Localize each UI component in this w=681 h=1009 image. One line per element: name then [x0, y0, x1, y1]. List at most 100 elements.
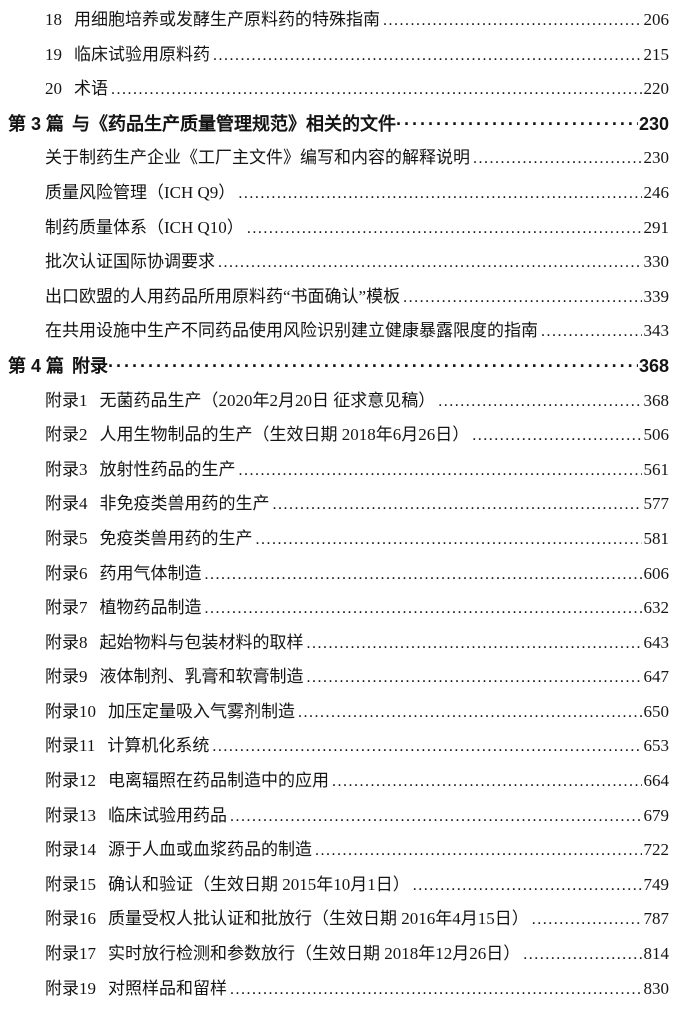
toc-entry-title: 出口欧盟的人用药品所用原料药“书面确认”模板	[45, 286, 401, 306]
dot-leader	[298, 695, 642, 731]
toc-page-number: 581	[643, 528, 670, 548]
toc-page-number: 632	[643, 598, 670, 618]
toc-part-number: 第 3 篇	[8, 113, 65, 134]
toc-entry-title: 实时放行检测和参数放行（生效日期 2018年12月26日）	[108, 944, 521, 964]
toc-entry-number: 附录15	[45, 874, 96, 894]
toc-page-number: 206	[643, 10, 670, 29]
toc-entry-number: 附录3	[45, 459, 88, 479]
dot-leader	[413, 868, 642, 904]
toc-page-number: 230	[643, 148, 670, 168]
toc-entry-number: 附录12	[45, 771, 96, 791]
toc-entry-title: 临床试验用药品	[108, 805, 227, 825]
dot-leader	[230, 799, 642, 835]
toc-entry-number: 19	[45, 44, 62, 64]
dot-leader	[256, 522, 642, 558]
toc-page-number: 749	[643, 874, 670, 894]
toc-page-number: 368	[643, 390, 670, 410]
toc-entry: 19 临床试验用原料药 215	[8, 38, 669, 73]
toc-entry: 附录19 对照样品和留样 830	[8, 972, 669, 1007]
toc-entry: 批次认证国际协调要求 330	[8, 245, 669, 280]
toc-page-number: 577	[643, 494, 670, 514]
toc-entry-title: 批次认证国际协调要求	[45, 252, 215, 272]
dot-leader	[111, 72, 642, 108]
dot-leader	[239, 453, 642, 489]
toc-entry: 附录8 起始物料与包装材料的取样 643	[8, 626, 669, 661]
toc-entry: 关于制药生产企业《工厂主文件》编写和内容的解释说明 230	[8, 141, 669, 176]
toc-entry-title: 电离辐照在药品制造中的应用	[108, 771, 329, 791]
dot-leader	[403, 280, 641, 316]
dot-leader	[213, 38, 642, 74]
toc-entry-title: 质量受权人批认证和批放行（生效日期 2016年4月15日）	[108, 909, 529, 929]
toc-entry: 附录9 液体制剂、乳膏和软膏制造 647	[8, 660, 669, 695]
dot-leader	[332, 764, 642, 800]
toc-entry-title: 制药质量体系（ICH Q10）	[45, 217, 244, 237]
dot-leader	[212, 729, 641, 765]
toc-page-number: 679	[643, 805, 670, 825]
toc-page-number: 606	[643, 563, 670, 583]
toc-entry-title: 术语	[74, 79, 108, 99]
toc-entry-number: 附录4	[45, 494, 88, 514]
toc-page-number: 246	[643, 182, 670, 202]
toc-entry-title: 无菌药品生产（2020年2月20日 征求意见稿）	[99, 390, 436, 410]
toc-part-number: 第 4 篇	[8, 355, 65, 376]
dot-leader	[307, 626, 642, 662]
toc-entry-title: 起始物料与包装材料的取样	[99, 632, 304, 652]
toc-entry-title: 加压定量吸入气雾剂制造	[108, 701, 295, 721]
toc-entry: 附录15 确认和验证（生效日期 2015年10月1日） 749	[8, 868, 669, 903]
toc-entry-title: 源于人血或血浆药品的制造	[108, 840, 312, 860]
toc-page-number: 291	[643, 217, 670, 237]
toc-entry: 附录16 质量受权人批认证和批放行（生效日期 2016年4月15日） 787	[8, 902, 669, 937]
dot-leader	[523, 937, 641, 973]
toc-entry: 附录4 非免疫类兽用药的生产 577	[8, 487, 669, 522]
toc-entry-title: 对照样品和留样	[108, 978, 227, 998]
toc-entry-number: 附录17	[45, 944, 96, 964]
toc-entry-number: 附录10	[45, 701, 96, 721]
dot-leader	[438, 384, 641, 420]
toc-page-number: 643	[643, 632, 670, 652]
toc-entry: 出口欧盟的人用药品所用原料药“书面确认”模板 339	[8, 280, 669, 315]
toc-page-number: 650	[643, 701, 670, 721]
toc-page-number: 215	[643, 44, 670, 64]
toc-page-number: 330	[643, 252, 670, 272]
toc-entry: 附录17 实时放行检测和参数放行（生效日期 2018年12月26日） 814	[8, 937, 669, 972]
toc-entry-number: 附录7	[45, 598, 88, 618]
toc-page-number: 647	[643, 667, 670, 687]
toc-entry: 附录11 计算机化系统 653	[8, 729, 669, 764]
toc-entry: 附录10 加压定量吸入气雾剂制造 650	[8, 695, 669, 730]
dot-leader	[238, 176, 641, 212]
toc-entry: 质量风险管理（ICH Q9） 246	[8, 176, 669, 211]
toc-entry-title: 用细胞培养或发酵生产原料药的特殊指南	[74, 10, 380, 29]
toc-entry-title: 计算机化系统	[107, 736, 210, 756]
dot-leader	[205, 557, 642, 593]
toc-part-title: 与《药品生产质量管理规范》相关的文件	[72, 113, 397, 134]
toc-entry: 附录13 临床试验用药品 679	[8, 799, 669, 834]
toc-entry: 附录1 无菌药品生产（2020年2月20日 征求意见稿） 368	[8, 384, 669, 419]
toc-entry-title: 放射性药品的生产	[99, 459, 236, 479]
toc-entry: 附录7 植物药品制造 632	[8, 591, 669, 626]
toc-page-number: 787	[643, 909, 670, 929]
toc-part-title: 附录	[72, 355, 109, 376]
dot-leader	[315, 833, 642, 869]
toc-entry: 18 用细胞培养或发酵生产原料药的特殊指南 206	[8, 3, 669, 38]
toc-page-number: 561	[643, 459, 670, 479]
toc-part-heading: 第 3 篇 与《药品生产质量管理规范》相关的文件 230	[8, 107, 669, 142]
toc-entry-title: 液体制剂、乳膏和软膏制造	[99, 667, 304, 687]
toc-entry-title: 质量风险管理（ICH Q9）	[45, 182, 236, 202]
toc-entry-title: 确认和验证（生效日期 2015年10月1日）	[108, 874, 410, 894]
toc-entry-number: 附录8	[45, 632, 88, 652]
toc-entry: 附录3 放射性药品的生产 561	[8, 453, 669, 488]
toc-page-number: 814	[643, 944, 670, 964]
toc-entry-title: 植物药品制造	[99, 598, 202, 618]
toc-page-number: 664	[643, 771, 670, 791]
toc-page-number: 220	[643, 79, 670, 99]
toc-entry: 附录6 药用气体制造 606	[8, 557, 669, 592]
toc-part-heading: 第 4 篇 附录 368	[8, 349, 669, 384]
toc-entry-title: 人用生物制品的生产（生效日期 2018年6月26日）	[99, 425, 470, 445]
dot-leader	[307, 660, 642, 696]
toc-entry-number: 附录13	[45, 805, 96, 825]
toc-page-number: 368	[638, 355, 669, 376]
toc-entry: 制药质量体系（ICH Q10） 291	[8, 211, 669, 246]
toc-entry-number: 附录16	[45, 909, 96, 929]
toc-entry-number: 20	[45, 79, 62, 99]
